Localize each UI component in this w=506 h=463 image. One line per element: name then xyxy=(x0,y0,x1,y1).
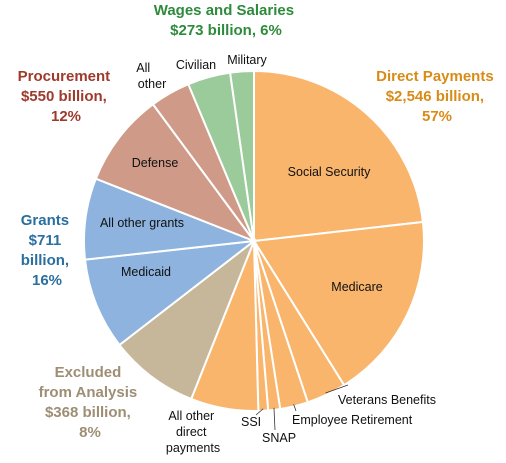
slice-medicare xyxy=(252,220,425,387)
pie-slices xyxy=(83,69,425,412)
slice-military xyxy=(228,69,255,242)
slice-label-medicare: Medicare xyxy=(331,280,382,294)
slice-label-all-other-grants: All other grants xyxy=(100,216,184,230)
group-label-procurement: Procurement $550 billion, 12% xyxy=(18,68,115,125)
slice-label-medicaid: Medicaid xyxy=(121,265,171,279)
slice-excluded-from-analysis xyxy=(118,237,257,401)
slice-label-all-other-direct-payments: All other direct payments xyxy=(166,409,220,455)
slice-label-ssi: SSI xyxy=(241,415,261,429)
group-label-grants: Grants $711 billion, 16% xyxy=(21,212,74,289)
leader-lines xyxy=(255,384,349,431)
leader-line-veterans-benefits xyxy=(325,384,349,394)
slice-label-employee-retirement: Employee Retirement xyxy=(292,413,413,427)
slice-label-military: Military xyxy=(227,53,267,67)
group-label-wages: Wages and Salaries $273 billion, 6% xyxy=(154,2,299,39)
group-label-direct-payments: Direct Payments $2,546 billion, 57% xyxy=(376,68,498,125)
slice-label-defense: Defense xyxy=(132,156,179,170)
slice-label-civilian: Civilian xyxy=(176,58,216,72)
group-label-excluded: Excluded from Analysis $368 billion, 8% xyxy=(39,364,142,441)
slice-medicaid xyxy=(83,239,258,347)
leader-line-ssi xyxy=(255,408,264,416)
slice-social-security xyxy=(253,69,425,243)
slice-label-all-other-procurement: All other xyxy=(136,61,166,91)
leader-line-snap xyxy=(273,407,276,431)
slice-defense xyxy=(94,102,257,244)
leader-line-employee-retirement xyxy=(293,404,297,412)
slice-label-snap: SNAP xyxy=(262,431,296,445)
slice-label-social-security: Social Security xyxy=(288,165,371,179)
slice-label-veterans-benefits: Veterans Benefits xyxy=(338,393,436,407)
